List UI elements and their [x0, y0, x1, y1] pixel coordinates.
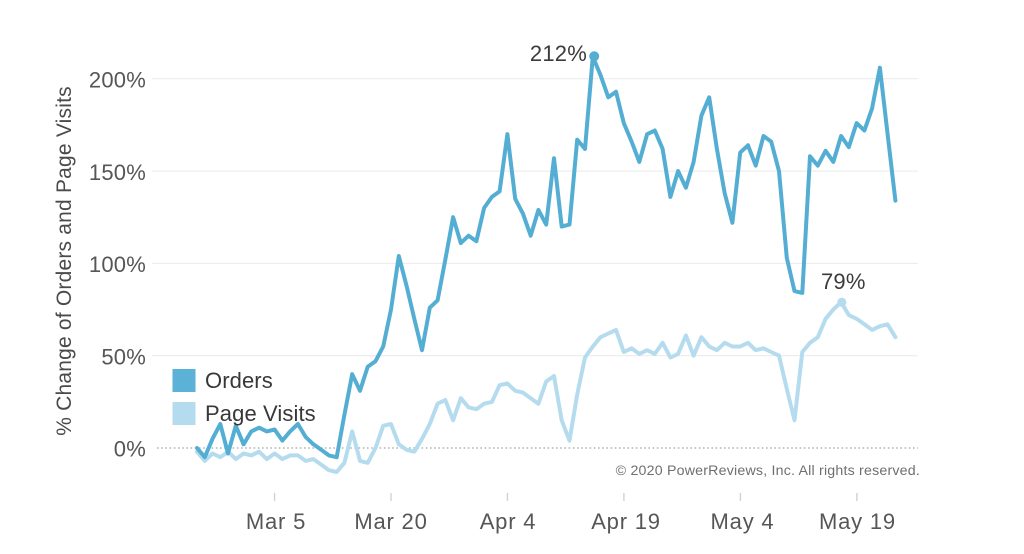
svg-text:Orders: Orders — [205, 368, 273, 393]
svg-text:79%: 79% — [821, 269, 866, 294]
svg-text:212%: 212% — [530, 41, 587, 66]
svg-text:50%: 50% — [101, 344, 146, 369]
svg-text:150%: 150% — [89, 160, 146, 185]
svg-text:Apr 4: Apr 4 — [480, 509, 537, 534]
svg-text:100%: 100% — [89, 252, 146, 277]
svg-text:May 19: May 19 — [819, 509, 896, 534]
svg-text:Page Visits: Page Visits — [205, 401, 316, 426]
svg-text:0%: 0% — [114, 437, 146, 462]
svg-text:Mar 5: Mar 5 — [246, 509, 306, 534]
svg-text:200%: 200% — [89, 68, 146, 93]
svg-text:Apr 19: Apr 19 — [591, 509, 661, 534]
svg-text:May 4: May 4 — [711, 509, 775, 534]
svg-text:% Change of Orders and Page Vi: % Change of Orders and Page Visits — [53, 86, 76, 436]
svg-text:Mar 20: Mar 20 — [354, 509, 427, 534]
svg-text:© 2020 PowerReviews, Inc. All: © 2020 PowerReviews, Inc. All rights res… — [616, 463, 920, 479]
